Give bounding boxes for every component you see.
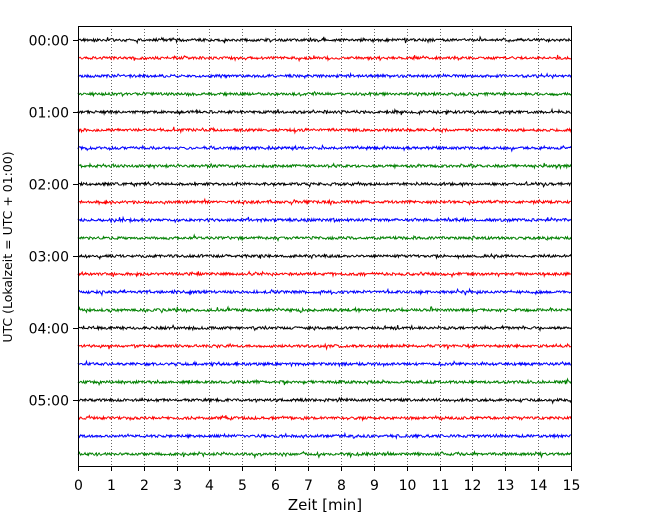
x-tick-label: 4 [205,478,214,494]
trace-0345 [77,305,572,314]
trace-0145 [77,162,572,171]
x-tick-label: 13 [497,478,515,494]
trace-group [77,35,572,460]
trace-0515 [77,414,572,422]
y-tick-label: 03:00 [29,250,69,266]
x-tick-label: 12 [464,478,482,494]
y-tick-label: 02:00 [29,178,69,194]
y-tick-label: 01:00 [29,106,69,122]
y-tick-label: 00:00 [29,34,69,50]
x-tick-label: 1 [107,478,116,494]
y-tick-label: 05:00 [29,394,69,410]
trace-0530 [77,431,572,440]
x-tick-label: 8 [337,478,346,494]
trace-0500 [77,396,572,405]
trace-0245 [77,233,572,242]
x-tick-label: 11 [432,478,450,494]
x-tick-label: 2 [140,478,149,494]
trace-0330 [77,287,572,297]
trace-0300 [77,252,572,261]
y-axis: 00:00 01:00 02:00 03:00 04:00 05:00 [29,34,78,410]
trace-0445 [77,377,572,387]
x-tick-label: 14 [530,478,548,494]
trace-0430 [77,359,572,368]
trace-0215 [77,197,572,207]
trace-0315 [77,270,571,279]
trace-0000 [77,35,571,45]
x-axis: 0 1 2 3 4 5 6 7 8 9 10 11 12 13 14 15 [74,466,580,494]
x-tick-label: 3 [173,478,182,494]
trace-0200 [77,180,572,189]
x-tick-label: 7 [304,478,313,494]
trace-0015 [77,54,572,63]
y-tick-label: 04:00 [29,322,69,338]
trace-0400 [77,324,572,332]
x-axis-label: Zeit [min] [288,496,362,514]
x-tick-label: 0 [74,478,83,494]
x-tick-label: 9 [370,478,379,494]
x-tick-label: 15 [563,478,581,494]
y-axis-label: UTC (Lokalzeit = UTC + 01:00) [0,151,15,342]
grid-lines [111,26,539,466]
trace-0415 [77,342,572,351]
trace-0230 [77,215,572,224]
trace-0130 [77,144,572,153]
trace-0115 [77,126,572,135]
trace-0100 [77,107,572,116]
trace-0045 [77,90,572,98]
trace-0030 [77,71,572,80]
x-tick-label: 6 [271,478,280,494]
trace-0545 [77,449,572,460]
plot-frame [78,26,572,467]
x-tick-label: 5 [238,478,247,494]
x-tick-label: 10 [399,478,417,494]
